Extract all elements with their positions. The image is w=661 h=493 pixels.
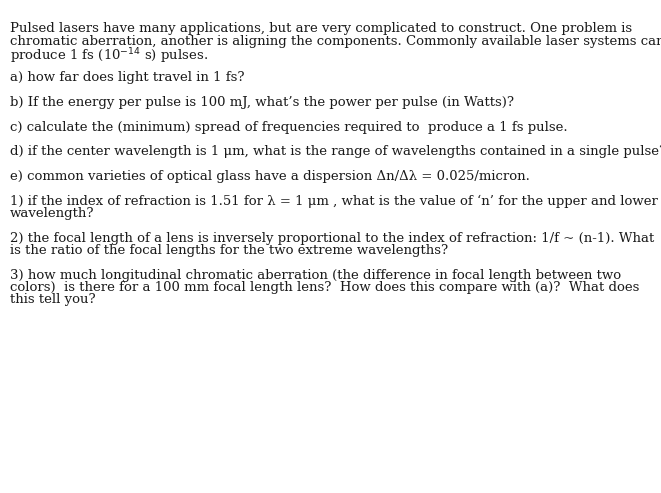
Text: this tell you?: this tell you? — [10, 293, 96, 306]
Text: d) if the center wavelength is 1 μm, what is the range of wavelengths contained : d) if the center wavelength is 1 μm, wha… — [10, 145, 661, 158]
Text: 3) how much longitudinal chromatic aberration (the difference in focal length be: 3) how much longitudinal chromatic aberr… — [10, 269, 621, 282]
Text: colors)  is there for a 100 mm focal length lens?  How does this compare with (a: colors) is there for a 100 mm focal leng… — [10, 281, 639, 294]
Text: produce 1 fs (10$^{-14}$ s) pulses.: produce 1 fs (10$^{-14}$ s) pulses. — [10, 47, 208, 67]
Text: wavelength?: wavelength? — [10, 207, 95, 220]
Text: e) common varieties of optical glass have a dispersion Δn/Δλ = 0.025/micron.: e) common varieties of optical glass hav… — [10, 170, 529, 183]
Text: c) calculate the (minimum) spread of frequencies required to  produce a 1 fs pul: c) calculate the (minimum) spread of fre… — [10, 121, 568, 134]
Text: chromatic aberration, another is aligning the components. Commonly available las: chromatic aberration, another is alignin… — [10, 35, 661, 47]
Text: Pulsed lasers have many applications, but are very complicated to construct. One: Pulsed lasers have many applications, bu… — [10, 22, 632, 35]
Text: 2) the focal length of a lens is inversely proportional to the index of refracti: 2) the focal length of a lens is inverse… — [10, 232, 654, 245]
Text: a) how far does light travel in 1 fs?: a) how far does light travel in 1 fs? — [10, 71, 245, 84]
Text: 1) if the index of refraction is 1.51 for λ = 1 μm , what is the value of ‘n’ fo: 1) if the index of refraction is 1.51 fo… — [10, 195, 658, 208]
Text: b) If the energy per pulse is 100 mJ, what’s the power per pulse (in Watts)?: b) If the energy per pulse is 100 mJ, wh… — [10, 96, 514, 109]
Text: is the ratio of the focal lengths for the two extreme wavelengths?: is the ratio of the focal lengths for th… — [10, 244, 448, 257]
